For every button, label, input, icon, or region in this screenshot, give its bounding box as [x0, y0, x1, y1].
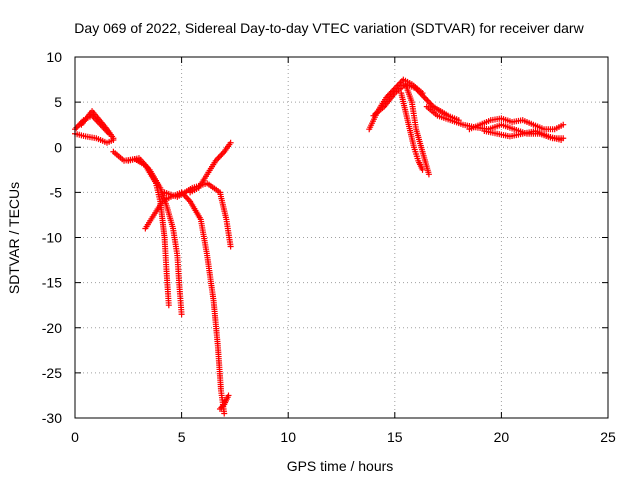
series-track-4: [110, 148, 172, 309]
y-tick-label: -25: [42, 365, 62, 381]
series-track-13: [402, 81, 432, 178]
y-tick-label: -30: [42, 410, 62, 426]
y-tick-label: -15: [42, 275, 62, 291]
data-point: [227, 139, 234, 146]
data-point: [178, 311, 185, 318]
x-tick-label: 25: [600, 429, 616, 445]
series-track-3: [78, 108, 117, 142]
data-point: [425, 171, 432, 178]
data-point: [558, 137, 565, 144]
data-point: [221, 410, 228, 417]
series-track-15: [466, 115, 567, 133]
series-track-5: [125, 155, 185, 318]
series-track-6: [142, 189, 228, 417]
x-tick-label: 15: [387, 429, 403, 445]
axis-ticks: 0 5 10 15 20 25 -30 -25 -20 -15 -10 -5 0 5 10: [42, 49, 616, 445]
x-axis-label: GPS time / hours: [287, 458, 394, 474]
y-tick-label: -20: [42, 320, 62, 336]
plot-frame: [74, 56, 609, 419]
x-tick-label: 0: [71, 429, 79, 445]
y-tick-label: -10: [42, 230, 62, 246]
data-point: [560, 121, 567, 128]
data-point: [227, 243, 234, 250]
y-axis-label: SDTVAR / TECUs: [6, 182, 22, 294]
data-point: [110, 135, 117, 142]
x-tick-label: 5: [178, 429, 186, 445]
data-point: [419, 166, 426, 173]
data-marks: [72, 76, 567, 417]
y-tick-label: 0: [54, 139, 62, 155]
series-track-9: [216, 392, 232, 412]
data-point: [225, 392, 232, 399]
series-track-12: [398, 90, 426, 173]
x-tick-label: 10: [280, 429, 296, 445]
data-point: [165, 302, 172, 309]
y-tick-label: 10: [46, 49, 62, 65]
series-track-8: [187, 139, 234, 196]
series-track-10: [366, 76, 426, 133]
y-tick-label: 5: [54, 94, 62, 110]
series-track-7: [161, 180, 234, 250]
chart-title: Day 069 of 2022, Sidereal Day-to-day VTE…: [74, 20, 584, 36]
series-track-16: [481, 128, 565, 144]
grid-lines: [75, 57, 608, 418]
x-tick-label: 20: [494, 429, 510, 445]
y-tick-label: -5: [50, 184, 63, 200]
